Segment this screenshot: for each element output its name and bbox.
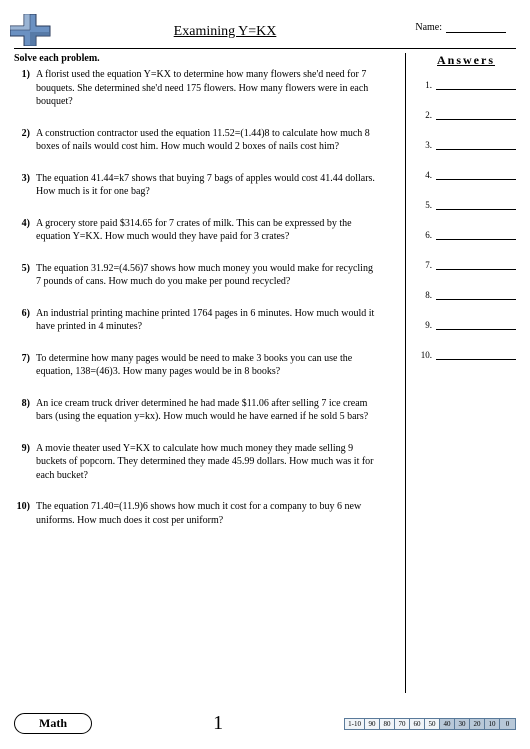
problem-row: 8)An ice cream truck driver determined h… bbox=[14, 397, 397, 424]
problem-row: 4)A grocery store paid $314.65 for 7 cra… bbox=[14, 217, 397, 244]
problem-text: The equation 41.44=k7 shows that buying … bbox=[36, 172, 397, 199]
problem-text: A construction contractor used the equat… bbox=[36, 127, 397, 154]
answer-blank-line[interactable] bbox=[436, 110, 516, 120]
problem-row: 1)A florist used the equation Y=KX to de… bbox=[14, 68, 397, 109]
page-title: Examining Y=KX bbox=[64, 24, 386, 40]
answers-column: Answers 1. 2. 3. 4. 5. 6. 7. 8. 9. 10. bbox=[406, 53, 516, 693]
answer-blank-line[interactable] bbox=[436, 320, 516, 330]
problem-row: 9)A movie theater used Y=KX to calculate… bbox=[14, 442, 397, 483]
problem-text: A movie theater used Y=KX to calculate h… bbox=[36, 442, 397, 483]
problem-number: 6) bbox=[14, 307, 36, 334]
problem-text: A grocery store paid $314.65 for 7 crate… bbox=[36, 217, 397, 244]
score-cell: 60 bbox=[410, 719, 425, 729]
answer-blank-line[interactable] bbox=[436, 290, 516, 300]
name-label: Name: bbox=[415, 22, 506, 33]
problem-number: 10) bbox=[14, 500, 36, 527]
answer-number: 2. bbox=[416, 110, 432, 120]
answer-row: 2. bbox=[416, 110, 516, 120]
score-cell: 20 bbox=[470, 719, 485, 729]
score-cell: 70 bbox=[395, 719, 410, 729]
footer: Math 1 1-109080706050403020100 bbox=[14, 712, 516, 735]
problem-number: 3) bbox=[14, 172, 36, 199]
score-cell: 10 bbox=[485, 719, 500, 729]
name-label-text: Name: bbox=[415, 22, 442, 33]
answer-row: 1. bbox=[416, 80, 516, 90]
answer-number: 8. bbox=[416, 290, 432, 300]
problem-number: 8) bbox=[14, 397, 36, 424]
problem-row: 3)The equation 41.44=k7 shows that buyin… bbox=[14, 172, 397, 199]
answer-row: 6. bbox=[416, 230, 516, 240]
problem-number: 7) bbox=[14, 352, 36, 379]
answer-number: 1. bbox=[416, 80, 432, 90]
answer-number: 5. bbox=[416, 200, 432, 210]
answer-number: 9. bbox=[416, 320, 432, 330]
answer-blank-line[interactable] bbox=[436, 230, 516, 240]
answer-row: 3. bbox=[416, 140, 516, 150]
problems-column: Solve each problem. 1)A florist used the… bbox=[14, 53, 406, 693]
problem-text: A florist used the equation Y=KX to dete… bbox=[36, 68, 397, 109]
problem-text: To determine how many pages would be nee… bbox=[36, 352, 397, 379]
page-number: 1 bbox=[213, 712, 223, 735]
score-cell: 80 bbox=[380, 719, 395, 729]
score-cell: 90 bbox=[365, 719, 380, 729]
answer-number: 3. bbox=[416, 140, 432, 150]
answer-blank-line[interactable] bbox=[436, 140, 516, 150]
problem-text: An ice cream truck driver determined he … bbox=[36, 397, 397, 424]
problem-row: 7)To determine how many pages would be n… bbox=[14, 352, 397, 379]
instruction-text: Solve each problem. bbox=[14, 53, 397, 64]
answers-title: Answers bbox=[416, 53, 516, 68]
answer-blank-line[interactable] bbox=[436, 200, 516, 210]
problem-number: 2) bbox=[14, 127, 36, 154]
answer-row: 5. bbox=[416, 200, 516, 210]
name-input-line[interactable] bbox=[446, 32, 506, 33]
score-range-label: 1-10 bbox=[345, 719, 365, 729]
plus-cross-icon bbox=[10, 14, 58, 46]
problem-text: The equation 71.40=(11.9)6 shows how muc… bbox=[36, 500, 397, 527]
worksheet-page: Examining Y=KX Name: Solve each problem.… bbox=[0, 0, 530, 749]
problem-number: 4) bbox=[14, 217, 36, 244]
problem-row: 10)The equation 71.40=(11.9)6 shows how … bbox=[14, 500, 397, 527]
problem-row: 6)An industrial printing machine printed… bbox=[14, 307, 397, 334]
problem-number: 9) bbox=[14, 442, 36, 483]
problem-number: 1) bbox=[14, 68, 36, 109]
content-area: Solve each problem. 1)A florist used the… bbox=[14, 53, 516, 693]
answer-blank-line[interactable] bbox=[436, 80, 516, 90]
answer-row: 9. bbox=[416, 320, 516, 330]
answer-blank-line[interactable] bbox=[436, 260, 516, 270]
problem-row: 2)A construction contractor used the equ… bbox=[14, 127, 397, 154]
score-cell: 30 bbox=[455, 719, 470, 729]
answer-row: 4. bbox=[416, 170, 516, 180]
answer-number: 4. bbox=[416, 170, 432, 180]
problem-text: The equation 31.92=(4.56)7 shows how muc… bbox=[36, 262, 397, 289]
header-divider bbox=[14, 48, 516, 49]
answer-blank-line[interactable] bbox=[436, 350, 516, 360]
score-grid: 1-109080706050403020100 bbox=[344, 718, 516, 730]
header: Examining Y=KX Name: bbox=[14, 18, 516, 46]
problem-text: An industrial printing machine printed 1… bbox=[36, 307, 397, 334]
score-cell: 50 bbox=[425, 719, 440, 729]
score-cell: 0 bbox=[500, 719, 515, 729]
problem-row: 5)The equation 31.92=(4.56)7 shows how m… bbox=[14, 262, 397, 289]
answer-number: 6. bbox=[416, 230, 432, 240]
answer-row: 10. bbox=[416, 350, 516, 360]
answer-blank-line[interactable] bbox=[436, 170, 516, 180]
score-cell: 40 bbox=[440, 719, 455, 729]
answer-number: 10. bbox=[416, 350, 432, 360]
math-badge: Math bbox=[14, 713, 92, 734]
answer-row: 7. bbox=[416, 260, 516, 270]
answer-row: 8. bbox=[416, 290, 516, 300]
answer-number: 7. bbox=[416, 260, 432, 270]
problem-number: 5) bbox=[14, 262, 36, 289]
